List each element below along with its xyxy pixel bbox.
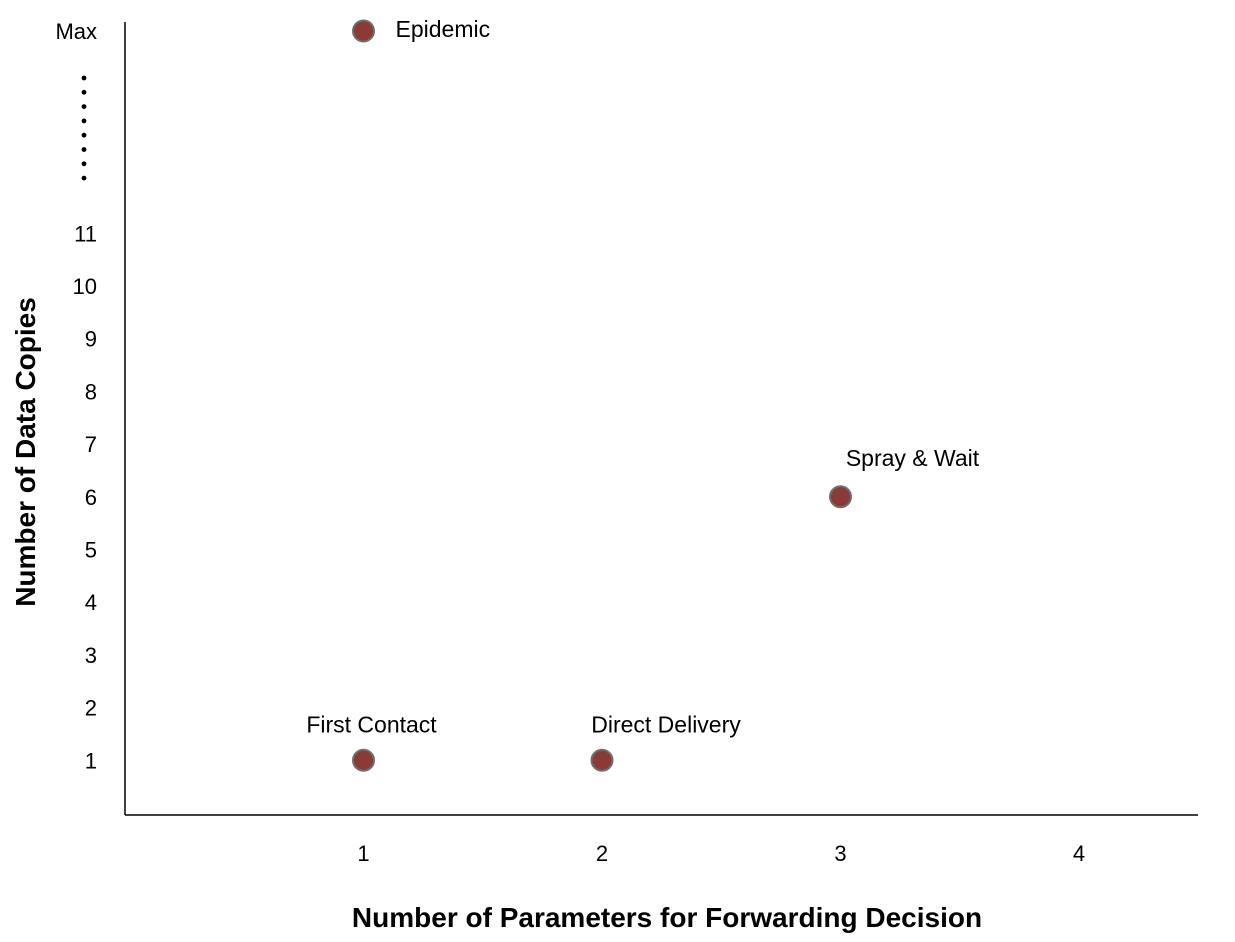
data-point <box>352 19 375 43</box>
axis-break-dot <box>81 75 87 81</box>
data-points <box>352 19 852 772</box>
y-tick-label: 10 <box>73 274 97 299</box>
x-axis-title: Number of Parameters for Forwarding Deci… <box>352 902 982 933</box>
y-axis-break-dots <box>81 75 87 181</box>
x-tick-label: 3 <box>834 841 846 866</box>
y-tick-label: 3 <box>85 643 97 668</box>
data-point <box>590 748 614 772</box>
y-tick-label: 1 <box>85 748 97 773</box>
axis-break-dot <box>81 175 87 181</box>
data-point-label: Epidemic <box>396 16 491 42</box>
y-tick-label: 5 <box>85 538 97 563</box>
data-point-label: First Contact <box>306 711 437 737</box>
y-tick-label: 11 <box>74 221 97 246</box>
x-tick-labels: 1 2 3 4 <box>357 841 1085 866</box>
data-point <box>352 748 375 772</box>
axis-break-dot <box>81 132 87 138</box>
axis-break-dot <box>81 89 87 95</box>
axis-break-dot <box>81 147 87 152</box>
data-point-label: Direct Delivery <box>591 711 741 737</box>
data-point <box>829 485 852 509</box>
axis-break-dot <box>81 161 87 167</box>
axis-break-dot <box>81 104 87 109</box>
y-tick-label: 4 <box>85 590 97 615</box>
y-tick-label: 2 <box>85 696 97 721</box>
y-tick-label: 9 <box>85 327 97 352</box>
x-tick-label: 1 <box>357 841 369 866</box>
axis-break-dot <box>81 118 87 124</box>
y-tick-labels: 1 2 3 4 5 6 7 8 9 10 11 Max <box>55 19 97 773</box>
x-tick-label: 2 <box>596 841 608 866</box>
data-point-labels: Epidemic Spray & Wait First Contact Direct … <box>306 16 979 737</box>
y-tick-label: 7 <box>85 432 97 457</box>
x-tick-label: 4 <box>1073 841 1085 866</box>
y-tick-label-max: Max <box>55 19 97 44</box>
data-point-label: Spray & Wait <box>846 445 980 471</box>
y-tick-label: 8 <box>85 379 97 404</box>
y-tick-label: 6 <box>85 485 97 510</box>
y-axis-title: Number of Data Copies <box>10 297 41 607</box>
